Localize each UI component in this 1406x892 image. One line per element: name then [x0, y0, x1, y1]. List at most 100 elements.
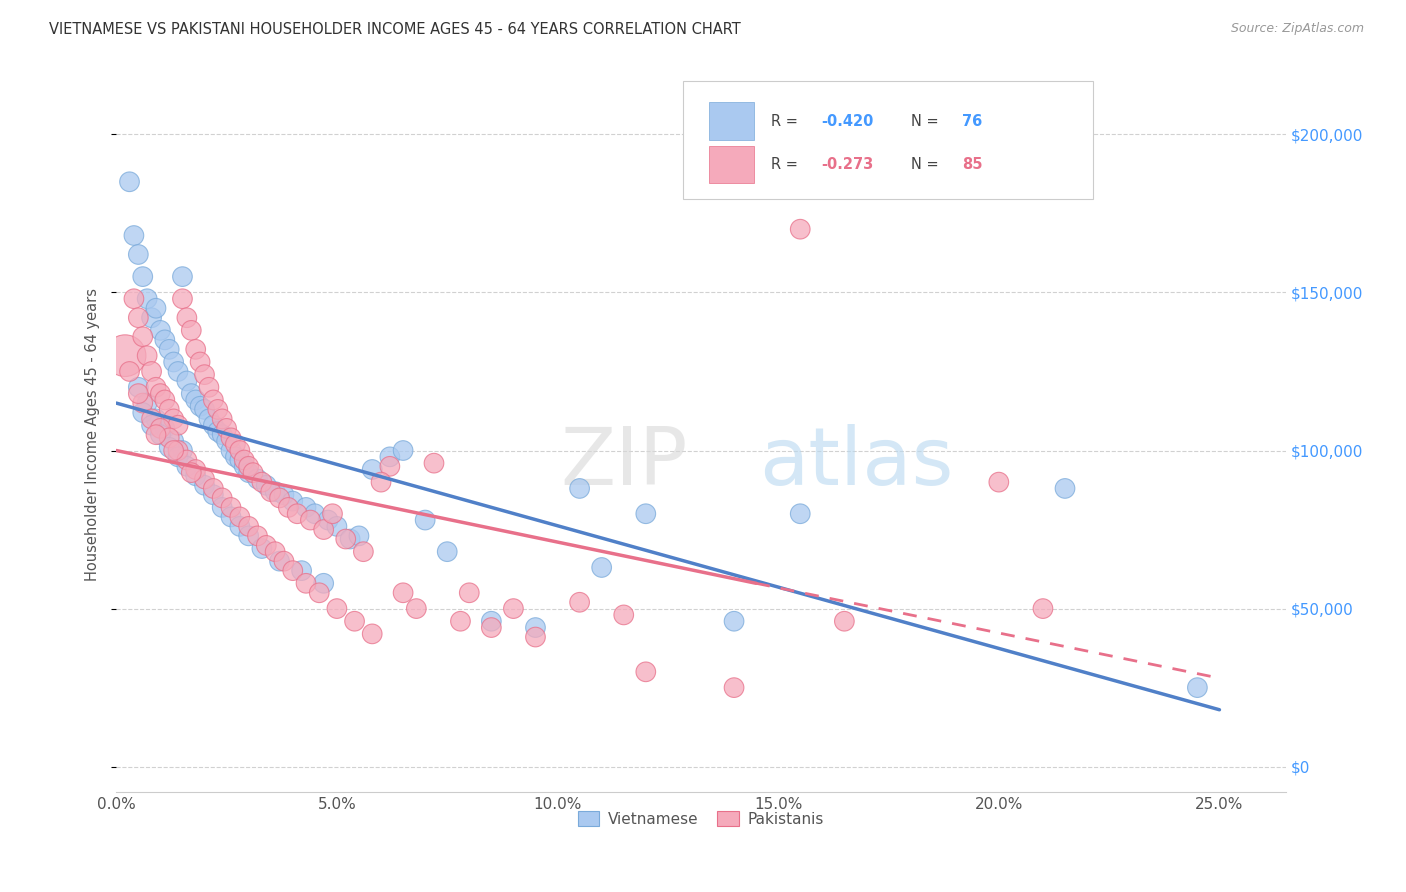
Point: [285, 507, 308, 521]
Point: [723, 614, 745, 628]
Point: [224, 450, 246, 464]
Point: [122, 292, 145, 306]
Point: [118, 175, 141, 189]
Text: 85: 85: [962, 157, 983, 172]
Point: [335, 532, 357, 546]
Point: [153, 333, 176, 347]
Point: [114, 349, 136, 363]
Point: [591, 560, 613, 574]
Point: [229, 443, 252, 458]
Point: [295, 576, 318, 591]
Point: [479, 614, 502, 628]
Point: [312, 576, 335, 591]
Point: [502, 601, 524, 615]
Point: [153, 421, 176, 435]
Point: [219, 509, 242, 524]
Text: Source: ZipAtlas.com: Source: ZipAtlas.com: [1230, 22, 1364, 36]
Point: [634, 665, 657, 679]
Point: [132, 269, 155, 284]
Point: [789, 507, 811, 521]
Point: [423, 456, 446, 470]
Point: [568, 482, 591, 496]
Point: [304, 507, 326, 521]
Point: [211, 500, 233, 515]
Point: [207, 402, 229, 417]
Point: [141, 364, 163, 378]
Point: [291, 564, 314, 578]
Point: [254, 478, 277, 492]
Point: [132, 406, 155, 420]
Point: [180, 466, 202, 480]
Point: [211, 491, 233, 505]
Point: [122, 228, 145, 243]
Point: [202, 418, 225, 433]
Point: [1053, 482, 1076, 496]
Point: [1032, 601, 1054, 615]
Point: [162, 443, 184, 458]
Point: [246, 529, 269, 543]
Point: [167, 418, 190, 433]
Text: atlas: atlas: [759, 425, 953, 502]
Point: [215, 434, 238, 448]
Point: [184, 343, 207, 357]
Point: [149, 323, 172, 337]
Point: [312, 523, 335, 537]
Point: [229, 519, 252, 533]
Point: [352, 544, 374, 558]
Point: [127, 386, 149, 401]
Point: [193, 368, 215, 382]
FancyBboxPatch shape: [709, 146, 754, 183]
Point: [184, 468, 207, 483]
Point: [479, 621, 502, 635]
Y-axis label: Householder Income Ages 45 - 64 years: Householder Income Ages 45 - 64 years: [86, 288, 100, 582]
Point: [136, 292, 159, 306]
Point: [264, 544, 287, 558]
Point: [723, 681, 745, 695]
Point: [339, 532, 361, 546]
Point: [118, 364, 141, 378]
Point: [458, 586, 481, 600]
Point: [149, 427, 172, 442]
Point: [378, 450, 401, 464]
Point: [180, 386, 202, 401]
Point: [413, 513, 436, 527]
Point: [238, 459, 260, 474]
Point: [184, 392, 207, 407]
Point: [233, 453, 256, 467]
Point: [153, 392, 176, 407]
Point: [273, 488, 295, 502]
Point: [157, 343, 180, 357]
Point: [568, 595, 591, 609]
Point: [405, 601, 427, 615]
Point: [224, 437, 246, 451]
Point: [162, 434, 184, 448]
Point: [141, 412, 163, 426]
Point: [392, 586, 415, 600]
Point: [281, 494, 304, 508]
Point: [176, 453, 198, 467]
Point: [157, 402, 180, 417]
Text: -0.273: -0.273: [821, 157, 873, 172]
Text: 76: 76: [962, 114, 981, 129]
Point: [1187, 681, 1209, 695]
Point: [321, 507, 343, 521]
Point: [524, 621, 547, 635]
Point: [127, 247, 149, 261]
Text: N =: N =: [911, 157, 943, 172]
Legend: Vietnamese, Pakistanis: Vietnamese, Pakistanis: [569, 804, 832, 834]
Point: [269, 491, 291, 505]
FancyBboxPatch shape: [683, 81, 1092, 199]
Point: [207, 425, 229, 439]
Point: [326, 601, 349, 615]
Point: [211, 427, 233, 442]
Point: [634, 507, 657, 521]
Point: [176, 310, 198, 325]
Point: [316, 513, 339, 527]
Point: [176, 459, 198, 474]
Point: [127, 310, 149, 325]
Point: [254, 538, 277, 552]
Point: [136, 349, 159, 363]
Point: [188, 399, 211, 413]
Point: [198, 380, 221, 394]
Point: [149, 421, 172, 435]
